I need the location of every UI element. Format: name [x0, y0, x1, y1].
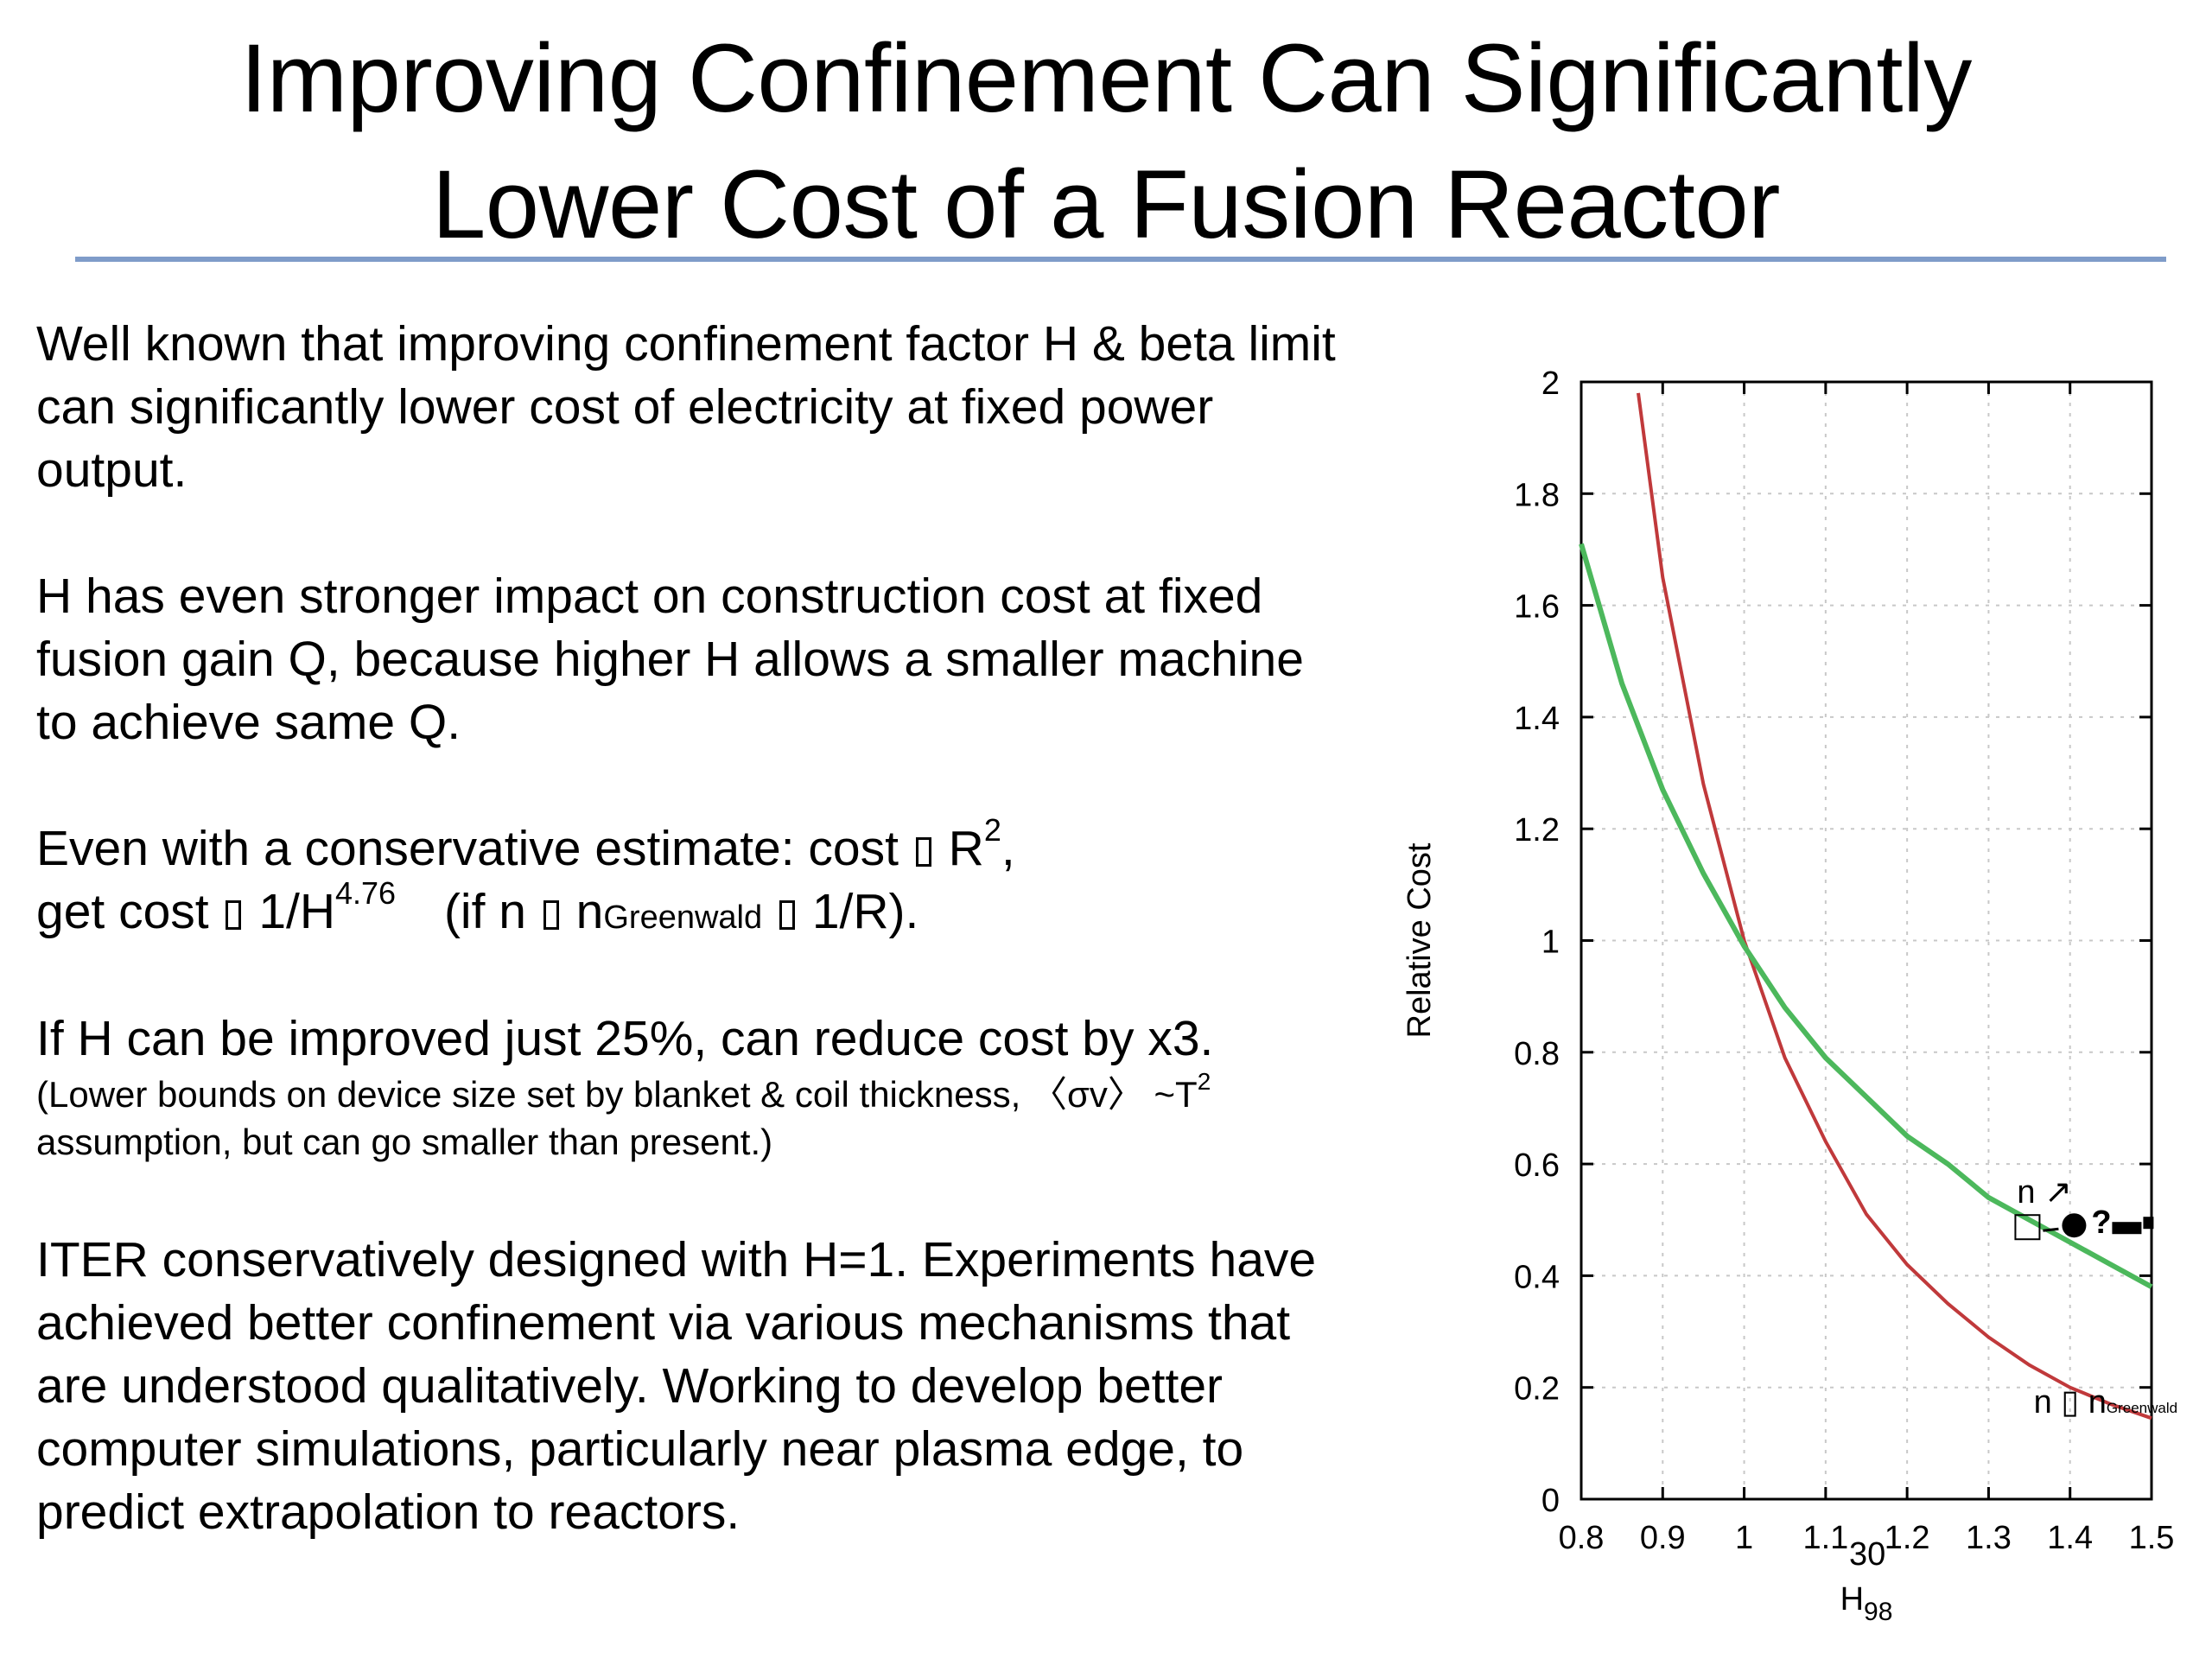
paragraph-4-block: If H can be improved just 25%, can reduc… — [36, 1007, 1358, 1166]
p4-note-sup: 2 — [1197, 1068, 1211, 1095]
p4-note-b: assumption, but can go smaller than pres… — [36, 1122, 773, 1162]
paragraph-3-line-2: get cost 1/H4.76 (if n nGreenwald 1/R). — [36, 878, 1358, 950]
y-tick-label: 0.2 — [1514, 1371, 1560, 1408]
paragraph-3-line-1: Even with a conservative estimate: cost … — [36, 815, 1358, 880]
missing-glyph-icon — [779, 900, 795, 930]
x-tick-label: 0.8 — [1559, 1520, 1605, 1556]
y-tick-label: 0 — [1541, 1483, 1560, 1519]
y-tick-label: 2 — [1541, 365, 1560, 402]
p4-note-a: (Lower bounds on device size set by blan… — [36, 1074, 1198, 1115]
p3-l2-sub: Greenwald — [603, 899, 763, 936]
green-label-glyph-a — [2112, 1222, 2142, 1235]
p3-l1-sup: 2 — [983, 812, 1001, 848]
x-axis-label: H98 — [1840, 1581, 1893, 1626]
x-tick-label: 1.2 — [1885, 1520, 1930, 1556]
p3-l2-text-c: (if n — [443, 884, 526, 939]
title-line-2: Lower Cost of a Fusion Reactor — [432, 150, 1780, 258]
paragraph-3-block: Even with a conservative estimate: cost … — [36, 815, 1358, 950]
series-line-2 — [1579, 543, 2153, 1289]
bullet-text-block: Well known that improving confinement fa… — [36, 313, 1358, 502]
y-tick-label: 0.6 — [1514, 1147, 1560, 1184]
p3-l2-text-e: 1/R). — [811, 884, 919, 939]
paragraph-5-block: ITER conservatively designed with H=1. E… — [36, 1229, 1358, 1544]
paragraph-4-note: (Lower bounds on device size set by blan… — [36, 1068, 1358, 1166]
p3-l2-text-a: get cost — [36, 884, 209, 939]
y-tick-label: 1 — [1541, 925, 1560, 961]
relative-cost-chart: 0.8 0.9 1 1.1 1.2 1.3 1.4 1.5 0 0.2 0.4 0.6 0.8 1 1.2 1… — [1402, 365, 2178, 1626]
p3-l1-text-c: , — [1001, 821, 1015, 876]
x-tick-label: 0.9 — [1640, 1520, 1686, 1556]
x-tick-label: 1.4 — [2047, 1520, 2093, 1556]
red-series-label: n ▯ nGreenwald — [2034, 1384, 2178, 1421]
page-number: 30 — [1849, 1536, 1886, 1573]
green-label-glyph-b — [2143, 1217, 2154, 1230]
missing-glyph-icon — [226, 900, 242, 930]
paragraph-2-block: H has even stronger impact on constructi… — [36, 565, 1358, 754]
green-label-dash — [2043, 1227, 2059, 1232]
x-tick-label: 1 — [1735, 1520, 1753, 1556]
x-tick-label: 1.5 — [2129, 1520, 2175, 1556]
x-tick-label: 1.1 — [1802, 1520, 1848, 1556]
p3-l1-text-b: R — [948, 821, 984, 876]
green-label-question: ? — [2091, 1205, 2111, 1241]
green-label-box-glyph — [2014, 1214, 2041, 1241]
y-axis-label: Relative Cost — [1402, 842, 1438, 1038]
paragraph-2: H has even stronger impact on constructi… — [36, 569, 1304, 750]
y-tick-label: 1.2 — [1514, 812, 1560, 849]
p3-l2-sup: 4.76 — [335, 875, 397, 911]
y-tick-label: 1.8 — [1514, 477, 1560, 513]
missing-glyph-icon — [915, 837, 931, 867]
p3-l2-text-d: n — [575, 884, 604, 939]
y-tick-label: 0.4 — [1514, 1259, 1560, 1295]
paragraph-5: ITER conservatively designed with H=1. E… — [36, 1232, 1317, 1540]
green-series-label-top: n ↗ — [2017, 1174, 2072, 1211]
paragraph-1: Well known that improving confinement fa… — [36, 316, 1336, 498]
p3-l1-text-a: Even with a conservative estimate: cost — [36, 821, 899, 876]
title-line-1: Improving Confinement Can Significantly — [240, 24, 1972, 132]
y-tick-label: 1.6 — [1514, 589, 1560, 626]
title-divider — [75, 257, 2166, 262]
green-label-dot — [2062, 1213, 2087, 1238]
paragraph-4: If H can be improved just 25%, can reduc… — [36, 1011, 1214, 1066]
series-line-1 — [1637, 392, 2152, 1421]
p3-l2-text-b: 1/H — [258, 884, 336, 939]
slide-title: Improving Confinement Can Significantly … — [0, 16, 2212, 268]
y-tick-label: 0.8 — [1514, 1036, 1560, 1072]
y-tick-label: 1.4 — [1514, 701, 1560, 737]
x-tick-label: 1.3 — [1966, 1520, 2012, 1556]
missing-glyph-icon — [543, 900, 559, 930]
